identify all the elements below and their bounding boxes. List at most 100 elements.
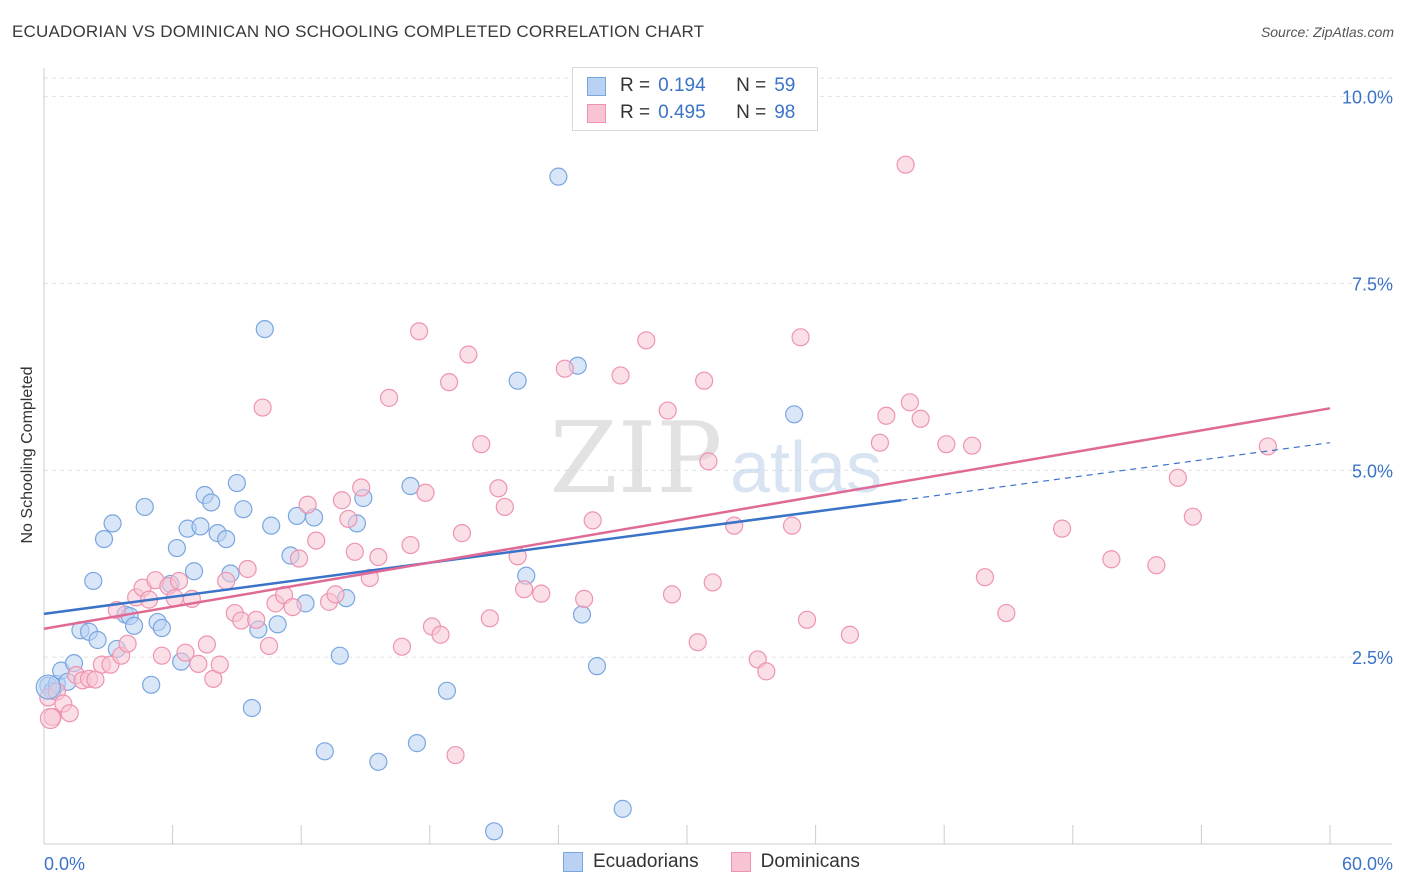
point-ecuadorian bbox=[142, 675, 161, 694]
point-ecuadorian bbox=[330, 646, 349, 665]
point-dominican bbox=[962, 436, 982, 455]
point-dominican bbox=[900, 393, 920, 412]
point-dominican bbox=[446, 745, 465, 765]
point-dominican bbox=[345, 542, 364, 561]
series-legend-ecuadorians[interactable]: Ecuadorians bbox=[563, 851, 699, 873]
point-dominican bbox=[452, 524, 472, 543]
point-dominican bbox=[298, 495, 317, 514]
point-dominican bbox=[176, 643, 195, 662]
point-dominican bbox=[369, 547, 388, 567]
point-dominican bbox=[896, 155, 915, 174]
legend-n-key: N = bbox=[736, 75, 767, 96]
chart-title: ECUADORIAN VS DOMINICAN NO SCHOOLING COM… bbox=[12, 22, 705, 41]
point-ecuadorian bbox=[234, 500, 253, 519]
y-tick-label: 5.0% bbox=[1352, 461, 1393, 481]
point-ecuadorian bbox=[152, 618, 171, 638]
point-dominican bbox=[911, 409, 930, 428]
trend-line-ecuadorians bbox=[43, 498, 902, 616]
point-dominican bbox=[409, 322, 429, 341]
point-dominican bbox=[797, 610, 817, 629]
point-dominican bbox=[532, 584, 551, 603]
point-ecuadorian bbox=[94, 529, 114, 549]
point-dominican bbox=[937, 435, 956, 454]
point-ecuadorian bbox=[572, 605, 592, 624]
point-dominican bbox=[791, 328, 810, 347]
point-dominican bbox=[637, 331, 656, 350]
legend-r-value: 0.194 bbox=[658, 75, 706, 96]
series-swatch-ecuadorians bbox=[563, 852, 583, 872]
legend-row-ecuadorians: R = 0.194 N = 59 bbox=[587, 73, 795, 99]
point-dominican bbox=[197, 635, 216, 654]
point-dominican bbox=[611, 366, 630, 385]
point-dominican bbox=[662, 585, 682, 604]
point-dominican bbox=[307, 531, 326, 550]
point-dominican bbox=[757, 662, 776, 681]
point-dominican bbox=[416, 483, 435, 502]
x-tick-label: 0.0% bbox=[44, 854, 85, 874]
legend-n-key: N = bbox=[736, 102, 767, 123]
point-ecuadorian bbox=[407, 734, 427, 753]
point-ecuadorian bbox=[401, 476, 420, 496]
y-tick-label: 7.5% bbox=[1352, 275, 1393, 295]
legend-swatch-dominicans bbox=[587, 103, 606, 123]
point-ecuadorian bbox=[242, 698, 262, 718]
point-dominican bbox=[210, 655, 229, 674]
point-ecuadorian bbox=[167, 538, 186, 558]
point-dominican bbox=[725, 516, 744, 535]
point-dominican bbox=[289, 549, 309, 568]
point-dominican bbox=[975, 568, 995, 587]
point-dominican bbox=[169, 571, 189, 591]
point-ecuadorian bbox=[124, 616, 144, 635]
point-dominican bbox=[575, 589, 594, 608]
point-ecuadorian bbox=[103, 514, 122, 533]
point-dominican bbox=[439, 373, 459, 392]
point-dominican bbox=[840, 625, 859, 644]
point-ecuadorian bbox=[135, 497, 154, 517]
y-tick-label: 2.5% bbox=[1352, 648, 1393, 668]
point-dominican bbox=[703, 573, 722, 592]
legend-n-value: 98 bbox=[774, 102, 796, 123]
point-dominican-cluster bbox=[39, 707, 62, 730]
point-ecuadorian-cluster bbox=[35, 674, 61, 700]
trend-line-dominicans bbox=[43, 407, 1331, 631]
point-dominican bbox=[555, 359, 574, 378]
series-legend-dominicans[interactable]: Dominicans bbox=[730, 851, 860, 873]
point-dominican bbox=[401, 535, 420, 555]
point-dominican bbox=[326, 585, 345, 604]
point-dominican bbox=[489, 479, 508, 498]
point-dominican bbox=[699, 452, 718, 471]
legend-r-key: R = bbox=[620, 75, 651, 96]
point-dominican bbox=[259, 636, 279, 656]
point-dominican bbox=[1147, 556, 1166, 575]
point-dominican bbox=[459, 345, 478, 364]
point-dominican bbox=[583, 511, 602, 530]
point-dominican bbox=[1168, 468, 1187, 487]
watermark-zip: ZIP bbox=[550, 402, 723, 516]
point-ecuadorian bbox=[255, 319, 274, 339]
point-dominican bbox=[495, 497, 514, 517]
point-ecuadorian bbox=[587, 657, 607, 676]
point-dominican bbox=[189, 654, 208, 673]
point-dominican bbox=[688, 633, 707, 652]
series-label-ecuadorians: Ecuadorians bbox=[593, 851, 699, 872]
tick-labels: 2.5% 5.0% 7.5% 10.0% 0.0% 60.0% bbox=[44, 88, 1393, 874]
point-dominican bbox=[379, 388, 399, 407]
watermark-atlas: atlas bbox=[730, 428, 882, 508]
trend-lines bbox=[43, 407, 1331, 631]
point-dominican bbox=[1102, 550, 1121, 569]
point-ecuadorian bbox=[485, 822, 504, 841]
point-dominican bbox=[238, 559, 257, 579]
point-dominican bbox=[877, 406, 896, 425]
point-dominican bbox=[997, 603, 1016, 623]
point-dominican bbox=[332, 491, 352, 510]
series-swatch-dominicans bbox=[730, 852, 751, 872]
y-axis-label: No Schooling Completed bbox=[19, 366, 36, 544]
point-dominican bbox=[480, 609, 499, 628]
series-legend: Ecuadorians Dominicans bbox=[563, 851, 892, 873]
point-ecuadorian bbox=[613, 799, 632, 818]
point-ecuadorian bbox=[437, 681, 457, 700]
point-dominican bbox=[352, 478, 371, 497]
y-tick-label: 10.0% bbox=[1342, 88, 1393, 108]
legend-r-value: 0.495 bbox=[658, 102, 706, 123]
